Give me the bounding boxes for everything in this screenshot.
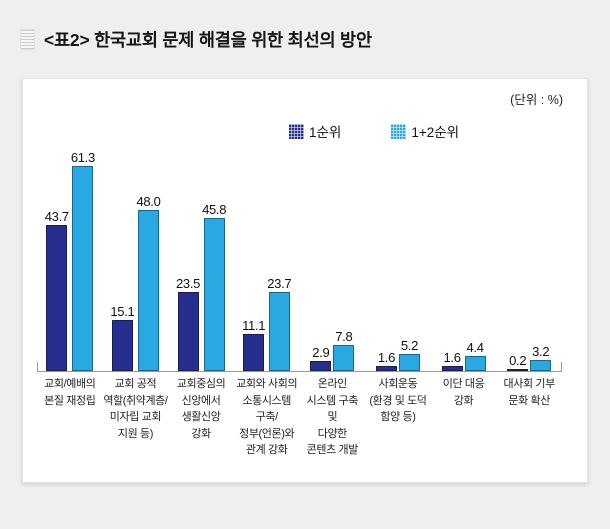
legend-swatch-rank1 [289,123,304,139]
bar-series-2 [398,353,420,371]
page-title: <표2> 한국교회 문제 해결을 위한 최선의 방안 [44,29,372,50]
bar-series-1 [375,365,397,371]
bar-series-2 [530,360,552,371]
bar-column: 43.7 [45,209,69,371]
table-icon [20,28,35,50]
legend: 1순위 1+2순위 [289,122,587,140]
bar-column: 7.8 [333,328,355,371]
bar-column: 1.6 [441,349,463,371]
bar-value-label: 23.5 [175,276,201,292]
bar-series-1 [46,224,68,371]
bar-value-label: 61.3 [70,149,95,165]
bar-series-1 [441,365,463,371]
bar-series-1 [507,369,529,371]
chart-panel: (단위 : %) 1순위 1+2순위 43.7 61.3 15.1 48.0 23.5 4… [22,78,588,483]
bar-series-2 [72,165,94,371]
category-label: 교회/예배의 본질 재정립 [44,378,96,407]
bar-series-2 [203,217,225,371]
chart-header: <표2> 한국교회 문제 해결을 위한 최선의 방안 [20,26,610,52]
legend-label-rank1: 1순위 [309,125,342,140]
bar-group: 2.9 7.8 [300,329,366,371]
bar-column: 0.2 [507,353,529,371]
category-label: 교회중심의 신앙에서 생활신앙 강화 [176,378,226,440]
category-labels: 교회/예배의 본질 재정립 교회 공적 역할(취약계층/미자립 교회 지원 등) 교회중심… [37,376,562,459]
bar-value-label: 2.9 [312,345,330,361]
bar-value-label: 11.1 [242,317,266,333]
category-label: 교회와 사회의 소통시스템 구축/정부(언론)와 관계 강화 [236,378,298,456]
bar-value-label: 5.2 [400,337,419,353]
category-label: 온라인 시스템 구축 및 다양한 콘텐츠 개발 [306,378,359,456]
unit-label: (단위 : %) [510,93,563,107]
bar-group: 1.6 5.2 [365,338,431,371]
bar-group: 43.7 61.3 [37,150,103,371]
bar-series-2 [137,210,159,371]
legend-item-rank1: 1순위 [289,121,341,141]
bar-value-label: 15.1 [110,304,135,320]
bar-value-label: 4.4 [466,340,484,356]
bar-column: 23.7 [267,275,292,371]
bar-value-label: 3.2 [532,344,550,360]
plot-area: 43.7 61.3 15.1 48.0 23.5 45.8 11.1 23.7 2.9 7.8 1.… [37,148,562,372]
bar-column: 2.9 [310,345,332,371]
legend-label-rank1plus2: 1+2순위 [411,125,460,140]
bar-value-label: 1.6 [443,349,461,365]
bar-series-2 [464,356,486,371]
category-label: 교회 공적 역할(취약계층/미자립 교회 지원 등) [103,378,168,440]
legend-item-rank1plus2: 1+2순위 [391,121,459,141]
category-label: 대사회 기부 문화 확산 [503,378,556,407]
bar-column: 61.3 [71,150,95,371]
bar-series-1 [310,361,332,371]
bar-column: 23.5 [176,276,200,371]
bar-value-label: 48.0 [136,194,161,210]
category-label: 사회운동 (환경 및 도덕 함양 등) [369,378,427,423]
bar-value-label: 23.7 [267,275,292,291]
bar-group: 1.6 4.4 [431,340,497,371]
bar-series-1 [177,292,199,371]
bar-column: 48.0 [136,194,161,371]
bar-column: 3.2 [530,344,552,371]
bar-value-label: 0.2 [509,353,527,368]
legend-swatch-rank1plus2 [391,123,407,139]
bar-column: 45.8 [202,202,226,371]
bar-group: 15.1 48.0 [103,194,169,371]
bar-value-label: 45.8 [202,201,227,217]
bar-group: 0.2 3.2 [496,344,562,371]
bar-column: 15.1 [110,304,135,371]
category-label: 이단 대응 강화 [442,378,485,407]
bar-group: 23.5 45.8 [168,202,234,371]
bar-series-1 [243,333,265,371]
bar-column: 5.2 [398,337,420,371]
bar-series-2 [333,344,355,371]
bar-series-1 [111,320,133,371]
bar-group: 11.1 23.7 [234,276,300,371]
bar-series-2 [268,291,290,371]
bar-column: 4.4 [464,340,486,371]
bar-value-label: 43.7 [44,208,69,224]
bar-column: 1.6 [375,349,397,371]
bar-value-label: 7.8 [335,328,353,344]
bar-column: 11.1 [242,317,266,371]
bar-value-label: 1.6 [377,349,396,365]
